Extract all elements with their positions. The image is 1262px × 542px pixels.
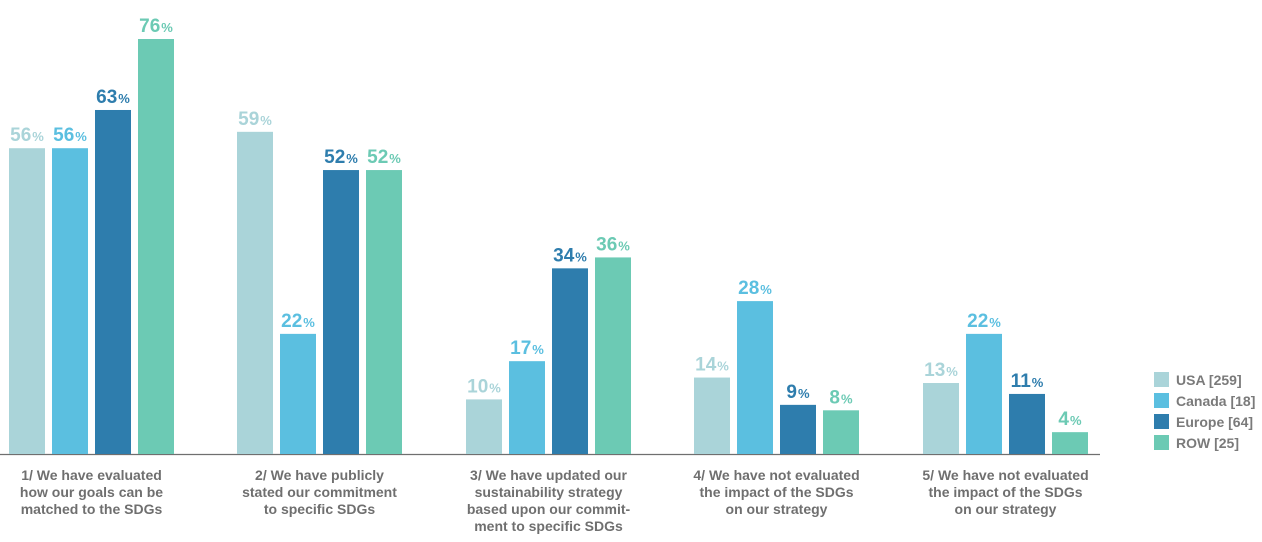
bar	[280, 333, 316, 454]
data-label: 36%	[596, 234, 630, 255]
data-label: 8%	[829, 387, 853, 408]
legend-item: Canada [18]	[1154, 390, 1255, 411]
bar	[780, 404, 816, 454]
data-label: 4%	[1058, 409, 1082, 430]
bar	[52, 148, 88, 455]
data-label: 22%	[281, 311, 315, 332]
data-label: 34%	[553, 245, 587, 266]
data-label: 17%	[510, 338, 544, 359]
category-label: 2/ We have publicly stated our commitment…	[242, 467, 397, 517]
legend-swatch	[1154, 435, 1169, 450]
bar	[1052, 432, 1088, 454]
data-label: 52%	[367, 147, 401, 168]
legend-label: Europe [64]	[1176, 413, 1254, 430]
data-label: 13%	[924, 360, 958, 381]
legend: USA [259] Canada [18] Europe [64] ROW [25]	[1154, 369, 1255, 453]
category-label: 3/ We have updated our sustainability str…	[467, 467, 631, 534]
bar	[237, 131, 273, 454]
legend-item: ROW [25]	[1154, 432, 1255, 453]
legend-swatch	[1154, 414, 1169, 429]
bar	[95, 109, 131, 454]
data-label: 28%	[738, 278, 772, 299]
data-label: 10%	[467, 376, 501, 397]
bar	[9, 148, 45, 455]
bar	[1009, 393, 1045, 454]
bar	[595, 257, 631, 454]
bar	[366, 170, 402, 455]
bar	[923, 383, 959, 454]
legend-swatch	[1154, 372, 1169, 387]
legend-item: USA [259]	[1154, 369, 1255, 390]
bar	[138, 39, 174, 454]
legend-item: Europe [64]	[1154, 411, 1255, 432]
category-label: 1/ We have evaluated how our goals can be…	[20, 467, 163, 517]
data-label: 59%	[238, 109, 272, 130]
bar	[323, 170, 359, 455]
data-label: 52%	[324, 147, 358, 168]
data-label: 76%	[139, 16, 173, 37]
legend-swatch	[1154, 393, 1169, 408]
bar	[694, 377, 730, 454]
bar	[509, 361, 545, 454]
category-label: 5/ We have not evaluated the impact of th…	[922, 467, 1088, 517]
data-label: 63%	[96, 87, 130, 108]
legend-label: USA [259]	[1176, 371, 1242, 388]
bar	[966, 333, 1002, 454]
bar	[466, 399, 502, 454]
bar	[823, 410, 859, 454]
bar	[737, 301, 773, 454]
data-label: 14%	[695, 355, 729, 376]
bar	[552, 268, 588, 454]
legend-label: Canada [18]	[1176, 392, 1256, 409]
data-label: 56%	[53, 125, 87, 146]
data-label: 9%	[786, 382, 810, 403]
category-label: 4/ We have not evaluated the impact of th…	[693, 467, 859, 517]
data-label: 11%	[1011, 371, 1044, 392]
legend-label: ROW [25]	[1176, 434, 1239, 451]
data-label: 56%	[10, 125, 44, 146]
data-label: 22%	[967, 311, 1001, 332]
